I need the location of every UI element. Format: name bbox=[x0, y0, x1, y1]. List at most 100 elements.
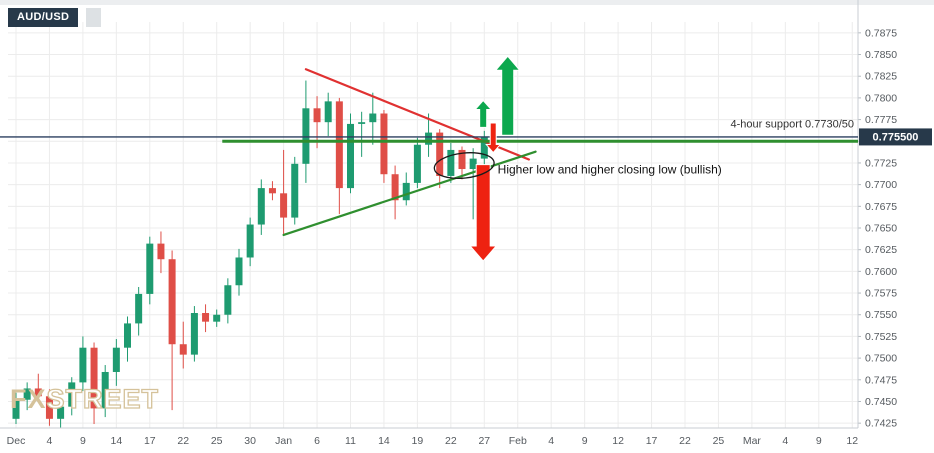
y-axis-label: 0.7600 bbox=[865, 266, 897, 278]
y-axis-label: 0.7850 bbox=[865, 49, 897, 61]
y-axis-label: 0.7875 bbox=[865, 27, 897, 39]
large-red-down-arrow[interactable] bbox=[469, 164, 498, 262]
x-axis-label: 22 bbox=[177, 435, 189, 447]
large-green-up-arrow[interactable] bbox=[494, 55, 521, 136]
bullish-note-label[interactable]: Higher low and higher closing low (bulli… bbox=[498, 162, 722, 176]
candle-body bbox=[135, 293, 143, 324]
x-axis-label: 14 bbox=[111, 435, 123, 447]
y-axis-label: 0.7450 bbox=[865, 396, 897, 408]
candlestick bbox=[179, 321, 187, 369]
candlestick bbox=[79, 336, 87, 392]
fxstreet-logo: FXSTREET bbox=[10, 384, 160, 414]
candle-body bbox=[480, 136, 488, 159]
candle-body bbox=[12, 399, 20, 419]
candlestick bbox=[335, 97, 343, 215]
x-axis-label: 25 bbox=[211, 435, 223, 447]
x-axis-label: 9 bbox=[582, 435, 588, 447]
candlestick bbox=[57, 399, 65, 428]
x-axis-label: 6 bbox=[314, 435, 320, 447]
candlestick bbox=[380, 110, 388, 183]
x-axis-label: 4 bbox=[47, 435, 53, 447]
candle-body bbox=[302, 108, 310, 164]
x-axis-label: 25 bbox=[713, 435, 725, 447]
y-axis-label: 0.7650 bbox=[865, 223, 897, 235]
y-axis-label: 0.7550 bbox=[865, 309, 897, 321]
pair-badge: AUD/USD bbox=[8, 8, 79, 27]
pair-label: AUD/USD bbox=[17, 11, 70, 23]
candlestick bbox=[235, 248, 243, 296]
candlestick bbox=[369, 92, 377, 145]
candle-body bbox=[90, 347, 98, 409]
y-axis-label: 0.7700 bbox=[865, 179, 897, 191]
x-axis-label: 14 bbox=[378, 435, 390, 447]
candle-body bbox=[101, 371, 109, 409]
candle-body bbox=[23, 388, 31, 400]
y-axis-label: 0.7800 bbox=[865, 92, 897, 104]
candlestick bbox=[313, 96, 321, 149]
candle-body bbox=[391, 174, 399, 201]
y-axis-label: 0.7725 bbox=[865, 157, 897, 169]
candlestick bbox=[135, 286, 143, 336]
x-axis-label: 17 bbox=[144, 435, 156, 447]
candle-body bbox=[168, 259, 176, 345]
x-axis-label: Dec bbox=[7, 435, 26, 447]
candle-body bbox=[324, 101, 332, 123]
candle-body bbox=[380, 113, 388, 175]
candlestick bbox=[12, 392, 20, 425]
candle-body bbox=[68, 382, 76, 407]
candlestick bbox=[291, 156, 299, 225]
candle-body bbox=[469, 158, 477, 170]
candle-body bbox=[235, 257, 243, 286]
candle-body bbox=[157, 243, 165, 260]
candlestick bbox=[202, 304, 210, 333]
y-axis-label: 0.7500 bbox=[865, 353, 897, 365]
small-red-down-arrow[interactable] bbox=[485, 122, 502, 154]
candlestick bbox=[213, 309, 221, 327]
candlestick bbox=[302, 80, 310, 183]
x-axis-label: Jan bbox=[275, 435, 292, 447]
candle-body bbox=[124, 323, 131, 348]
higher-low-ellipse[interactable] bbox=[433, 150, 495, 181]
candlestick bbox=[112, 339, 120, 386]
top-border-strip bbox=[0, 0, 934, 5]
candle-body bbox=[458, 149, 466, 170]
y-axis-label: 0.7425 bbox=[865, 418, 897, 430]
x-axis-label: 4 bbox=[782, 435, 788, 447]
x-axis-label: 11 bbox=[345, 435, 356, 447]
candlestick bbox=[257, 179, 265, 235]
small-green-up-arrow[interactable] bbox=[474, 99, 493, 128]
candle-body bbox=[291, 163, 299, 218]
chart-tab[interactable] bbox=[86, 8, 101, 27]
candle-body bbox=[436, 132, 444, 176]
y-axis-label: 0.7775 bbox=[865, 114, 897, 126]
fxstreet-logo-street: STREET bbox=[46, 384, 160, 414]
candlestick bbox=[402, 172, 410, 206]
candle-body bbox=[335, 101, 343, 189]
candle-body bbox=[190, 313, 198, 355]
y-axis-label: 0.7825 bbox=[865, 71, 897, 83]
x-axis-label: 27 bbox=[478, 435, 490, 447]
y-axis-label: 0.7575 bbox=[865, 288, 897, 300]
candlestick bbox=[358, 111, 366, 157]
candlestick bbox=[168, 250, 176, 411]
candlestick bbox=[146, 236, 154, 305]
x-axis-label: Feb bbox=[509, 435, 527, 447]
candlestick bbox=[413, 137, 421, 189]
x-axis-label: 9 bbox=[80, 435, 86, 447]
x-axis-label: 9 bbox=[816, 435, 822, 447]
candlestick bbox=[190, 306, 198, 362]
candlestick bbox=[157, 231, 165, 274]
support-level-label[interactable]: 4-hour support 0.7730/50 bbox=[730, 118, 854, 130]
candlestick bbox=[90, 342, 98, 425]
candlestick bbox=[224, 278, 232, 324]
candlestick bbox=[68, 377, 76, 416]
candle-body bbox=[79, 347, 87, 383]
candlestick bbox=[425, 113, 433, 157]
candlestick bbox=[469, 148, 477, 220]
candle-body bbox=[358, 122, 366, 124]
y-axis-label: 0.7475 bbox=[865, 374, 897, 386]
candle-body bbox=[34, 388, 42, 397]
candle-body bbox=[57, 406, 65, 419]
candlestick bbox=[324, 92, 332, 137]
